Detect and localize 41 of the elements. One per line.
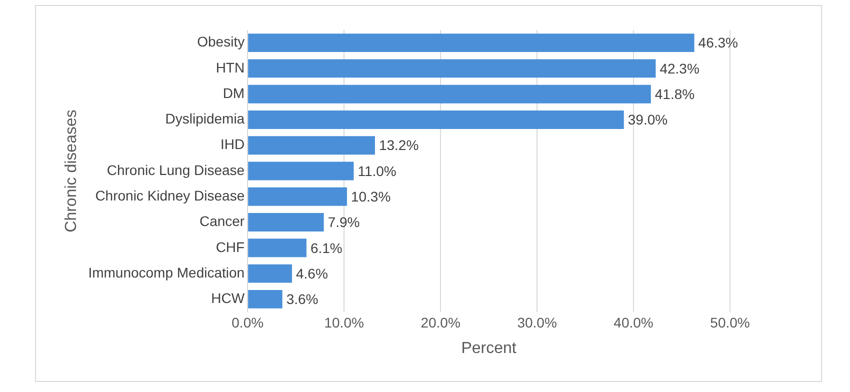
bar <box>248 84 651 104</box>
data-label: 41.8% <box>654 86 695 102</box>
x-tick-label: 30.0% <box>517 314 557 330</box>
bar <box>248 110 624 129</box>
bar <box>248 136 375 155</box>
y-tick-label: Cancer <box>199 213 245 230</box>
y-tick-label: CHF <box>216 238 245 255</box>
x-axis-title: Percent <box>461 340 517 357</box>
y-tick-label: Chronic Lung Disease <box>106 162 245 178</box>
data-label: 6.1% <box>310 240 342 256</box>
bar <box>248 187 347 206</box>
y-tick-label: Chronic Kidney Disease <box>95 187 245 204</box>
y-tick-label: Immunocomp Medication <box>88 264 245 280</box>
data-label: 3.6% <box>286 291 318 308</box>
y-axis-title: Chronic diseases <box>63 110 80 232</box>
x-tick-label: 10.0% <box>324 314 364 330</box>
y-tick-label: Obesity <box>197 34 245 50</box>
y-tick-label: IHD <box>220 136 245 152</box>
bar <box>248 162 354 180</box>
bar <box>248 59 656 78</box>
y-tick-label: HCW <box>211 290 246 306</box>
y-tick-label: DM <box>222 84 245 101</box>
bar <box>248 290 282 308</box>
data-label: 39.0% <box>628 112 668 128</box>
data-label: 11.0% <box>358 162 396 179</box>
data-label: 10.3% <box>350 188 391 204</box>
data-label: 46.3% <box>698 34 738 51</box>
bar <box>248 238 306 258</box>
x-tick-label: 50.0% <box>710 314 750 330</box>
x-tick-label: 0.0% <box>232 314 264 330</box>
x-tick-label: 20.0% <box>420 314 460 330</box>
bar <box>248 213 324 232</box>
x-tick-label: 40.0% <box>614 314 654 330</box>
data-label: 42.3% <box>660 60 700 76</box>
bar <box>248 264 292 283</box>
data-label: 13.2% <box>378 137 419 154</box>
y-tick-label: Dyslipidemia <box>165 110 245 127</box>
bar <box>248 34 694 52</box>
y-tick-label: HTN <box>216 59 245 76</box>
data-label: 4.6% <box>296 265 328 282</box>
data-label: 7.9% <box>328 214 360 230</box>
